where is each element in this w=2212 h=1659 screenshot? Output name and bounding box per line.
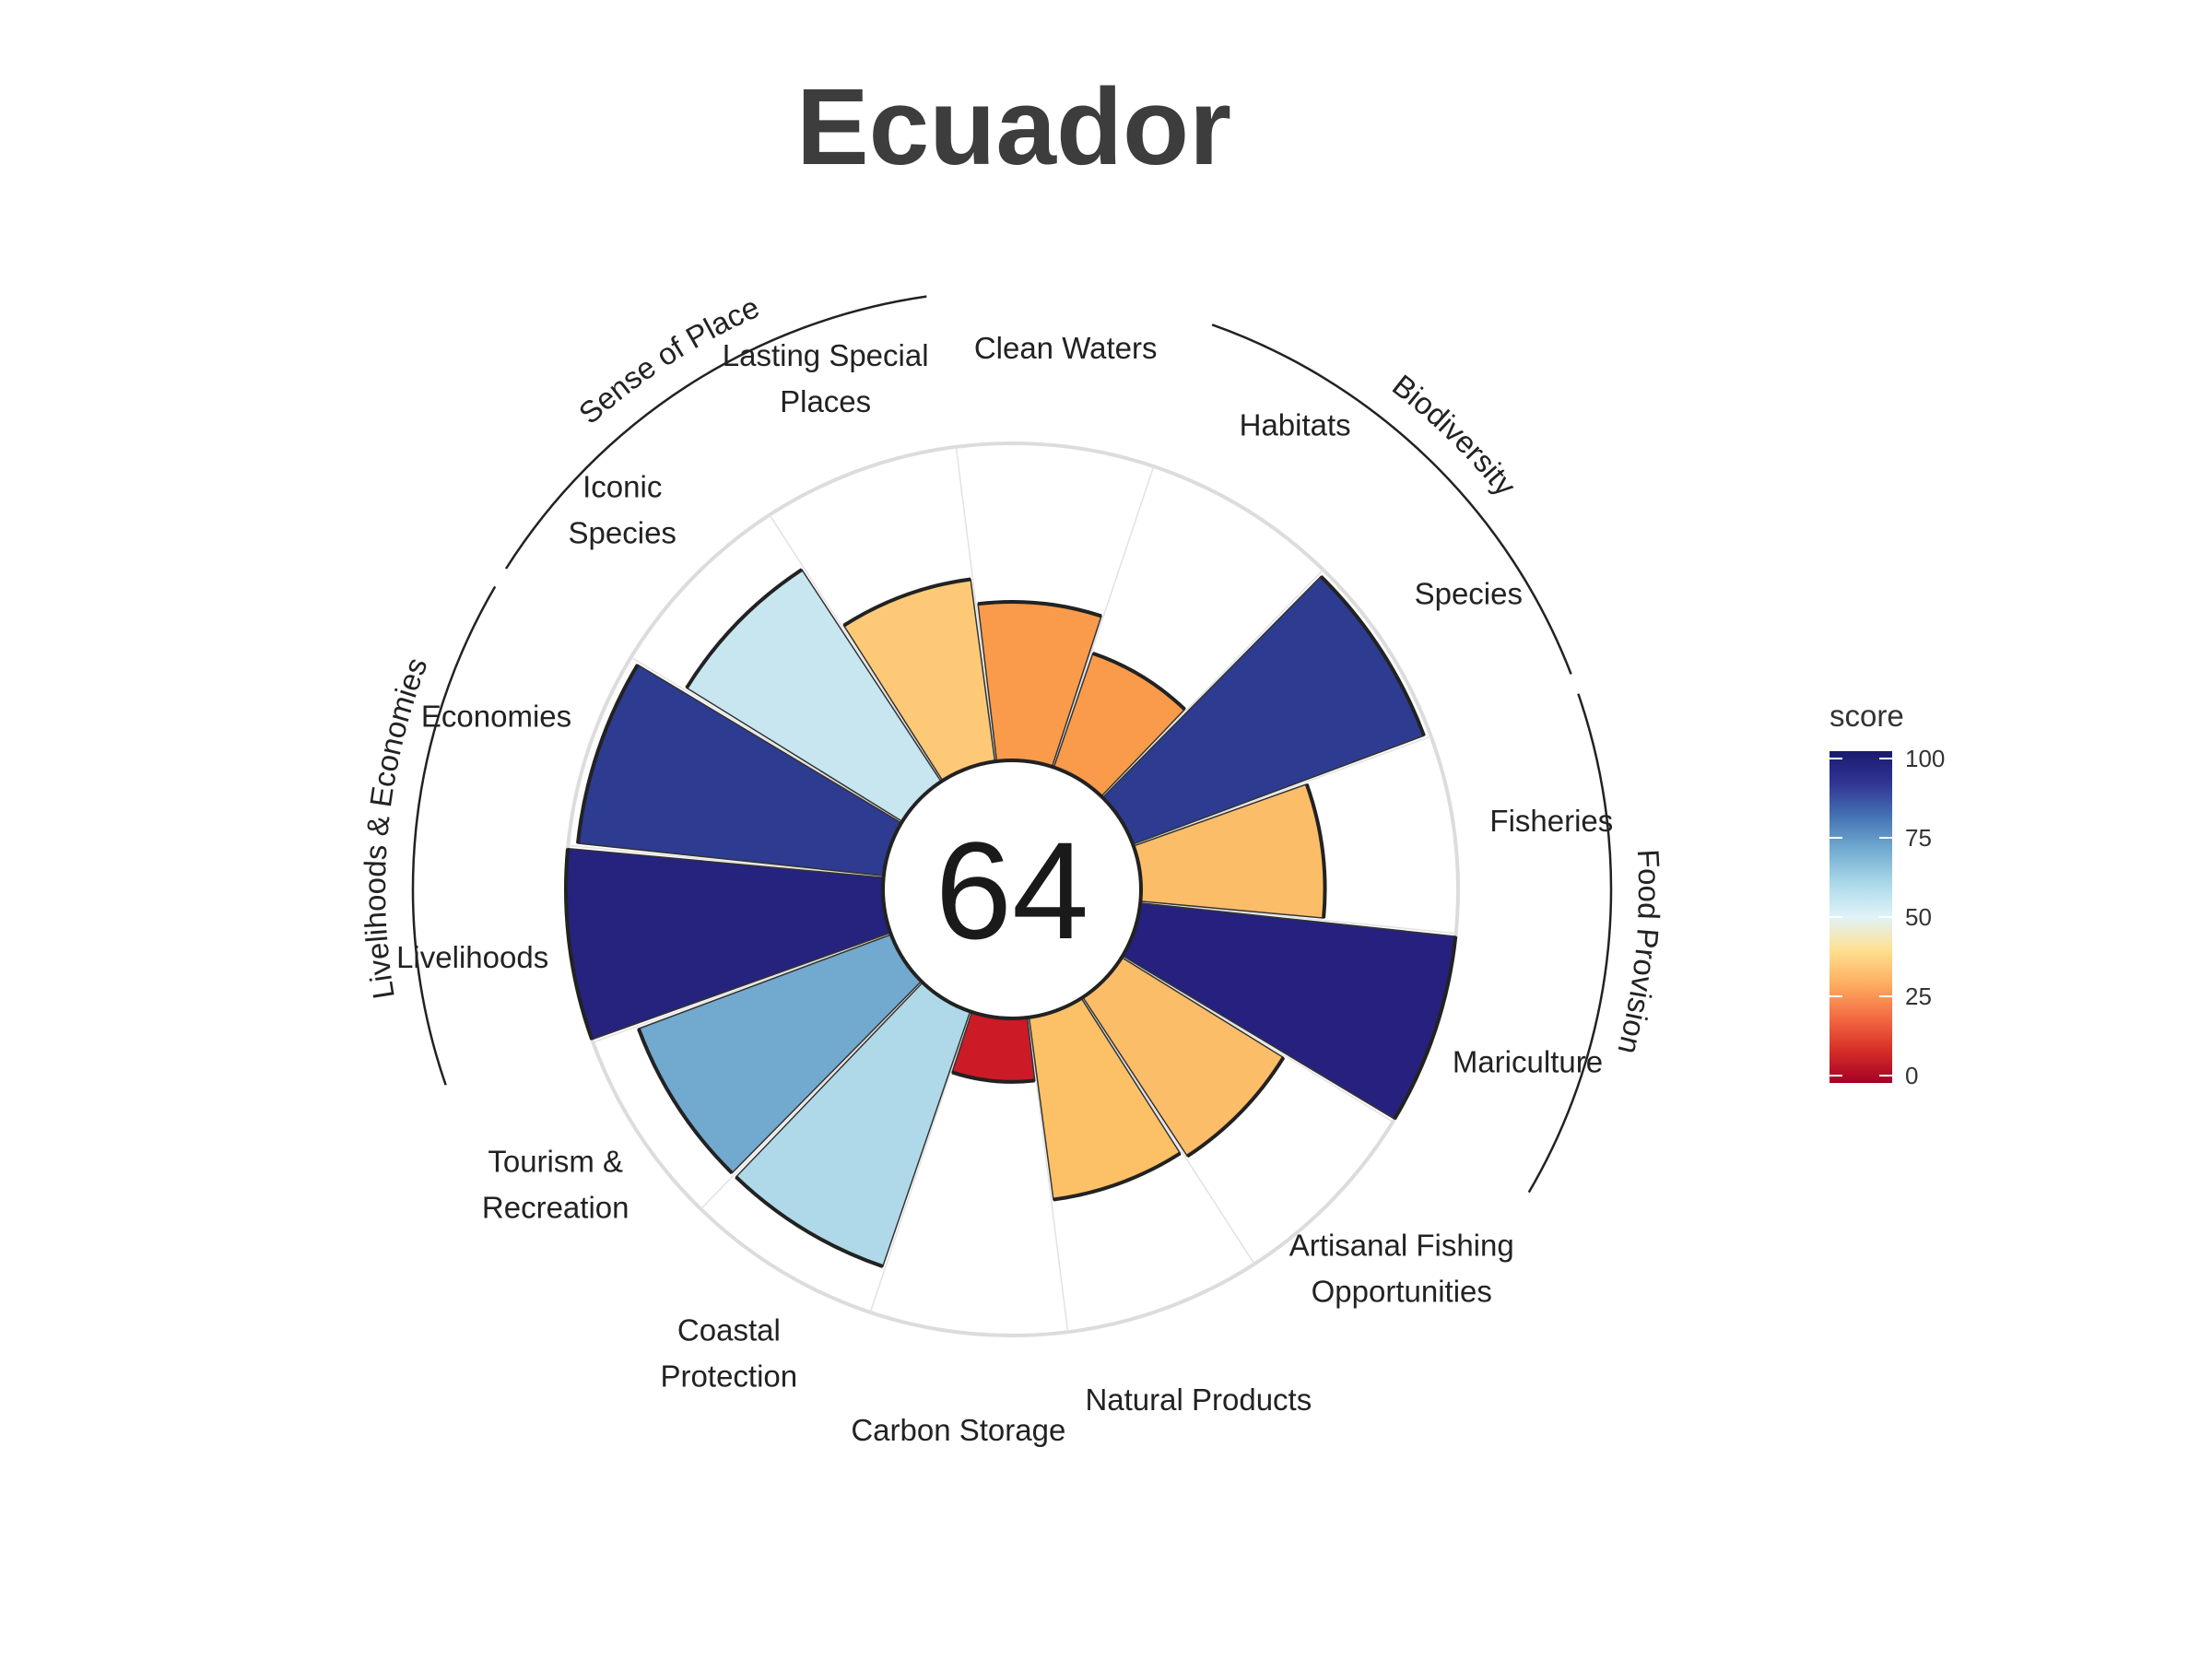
petal-iconic-species-edge xyxy=(685,568,804,689)
legend-tick-label: 50 xyxy=(1905,903,1932,931)
goal-label: Natural Products xyxy=(1085,1382,1312,1417)
petal-lasting-special-places-edge xyxy=(842,577,971,628)
legend-tick-label: 0 xyxy=(1905,1062,1918,1089)
group-arc xyxy=(1211,324,1572,675)
grid-spoke xyxy=(568,844,884,877)
group-arc xyxy=(411,585,497,1086)
grid-spoke xyxy=(1133,735,1431,846)
center-score: 64 xyxy=(935,813,1089,968)
petal-economies-edge xyxy=(575,664,640,844)
petal-species-edge xyxy=(1319,575,1426,736)
grid-spoke xyxy=(769,514,943,782)
goal-label: Species xyxy=(1415,576,1523,610)
petal-artisanal-fishing-opportunities-edge xyxy=(1186,1056,1286,1159)
goal-label: Habitats xyxy=(1240,407,1351,441)
center-circle xyxy=(881,759,1143,1020)
petal-livelihoods-edge xyxy=(564,848,594,1041)
grid-spoke xyxy=(1122,956,1394,1123)
legend-title: score xyxy=(1830,699,1904,733)
goal-label: Economies xyxy=(421,700,571,734)
goal-label: Iconic Species xyxy=(569,469,677,549)
grid-spoke xyxy=(1081,997,1255,1265)
legend-tick-label: 75 xyxy=(1905,824,1932,852)
petal-habitats-edge xyxy=(1092,652,1186,712)
grid-spoke xyxy=(1052,465,1155,768)
goal-label: Artisanal Fishing Opportunities xyxy=(1289,1229,1514,1309)
group-label: Food Provision xyxy=(1611,849,1666,1058)
goal-label: Livelihoods xyxy=(396,940,548,974)
legend-tick-label: 100 xyxy=(1905,745,1945,772)
goal-label: Tourism & Recreation xyxy=(482,1145,629,1225)
grid-spoke xyxy=(593,933,891,1043)
grid-spoke xyxy=(955,446,997,762)
group-arc xyxy=(504,295,927,570)
grid-spoke xyxy=(869,1011,972,1313)
petal-natural-products-edge xyxy=(1053,1151,1182,1202)
grid-spoke xyxy=(1027,1017,1069,1333)
grid-spoke xyxy=(630,656,902,823)
goal-label: Coastal Protection xyxy=(661,1313,798,1394)
center-hole: 64 xyxy=(881,759,1143,1020)
goal-label: Carbon Storage xyxy=(851,1413,1065,1447)
petal-fisheries-edge xyxy=(1304,783,1327,919)
grid-spoke xyxy=(700,981,923,1210)
color-legend: score 0 25 50 75 100 xyxy=(1830,699,1945,1089)
group-arc xyxy=(1527,693,1613,1194)
goal-label: Mariculture xyxy=(1453,1044,1603,1078)
petal-tourism-recreation-edge xyxy=(636,1028,734,1175)
grid-spoke xyxy=(1101,569,1324,798)
petals xyxy=(564,568,1458,1268)
goal-label: Fisheries xyxy=(1489,804,1613,838)
goal-labels: Fisheries Mariculture Artisanal Fishing Opp… xyxy=(396,331,1613,1447)
petal-coastal-protection-edge xyxy=(735,1175,884,1268)
goal-label: Lasting Special Places xyxy=(723,338,929,418)
legend-tick-label: 25 xyxy=(1905,982,1932,1010)
chart-title: Ecuador xyxy=(795,66,1232,188)
group-label: Biodiversity xyxy=(1386,368,1524,502)
goal-label: Clean Waters xyxy=(974,331,1158,365)
petal-clean-waters-edge xyxy=(977,600,1102,618)
petal-carbon-storage-edge xyxy=(951,1070,1035,1084)
grid-spoke xyxy=(1140,901,1456,935)
petal-mariculture-edge xyxy=(1393,935,1458,1121)
